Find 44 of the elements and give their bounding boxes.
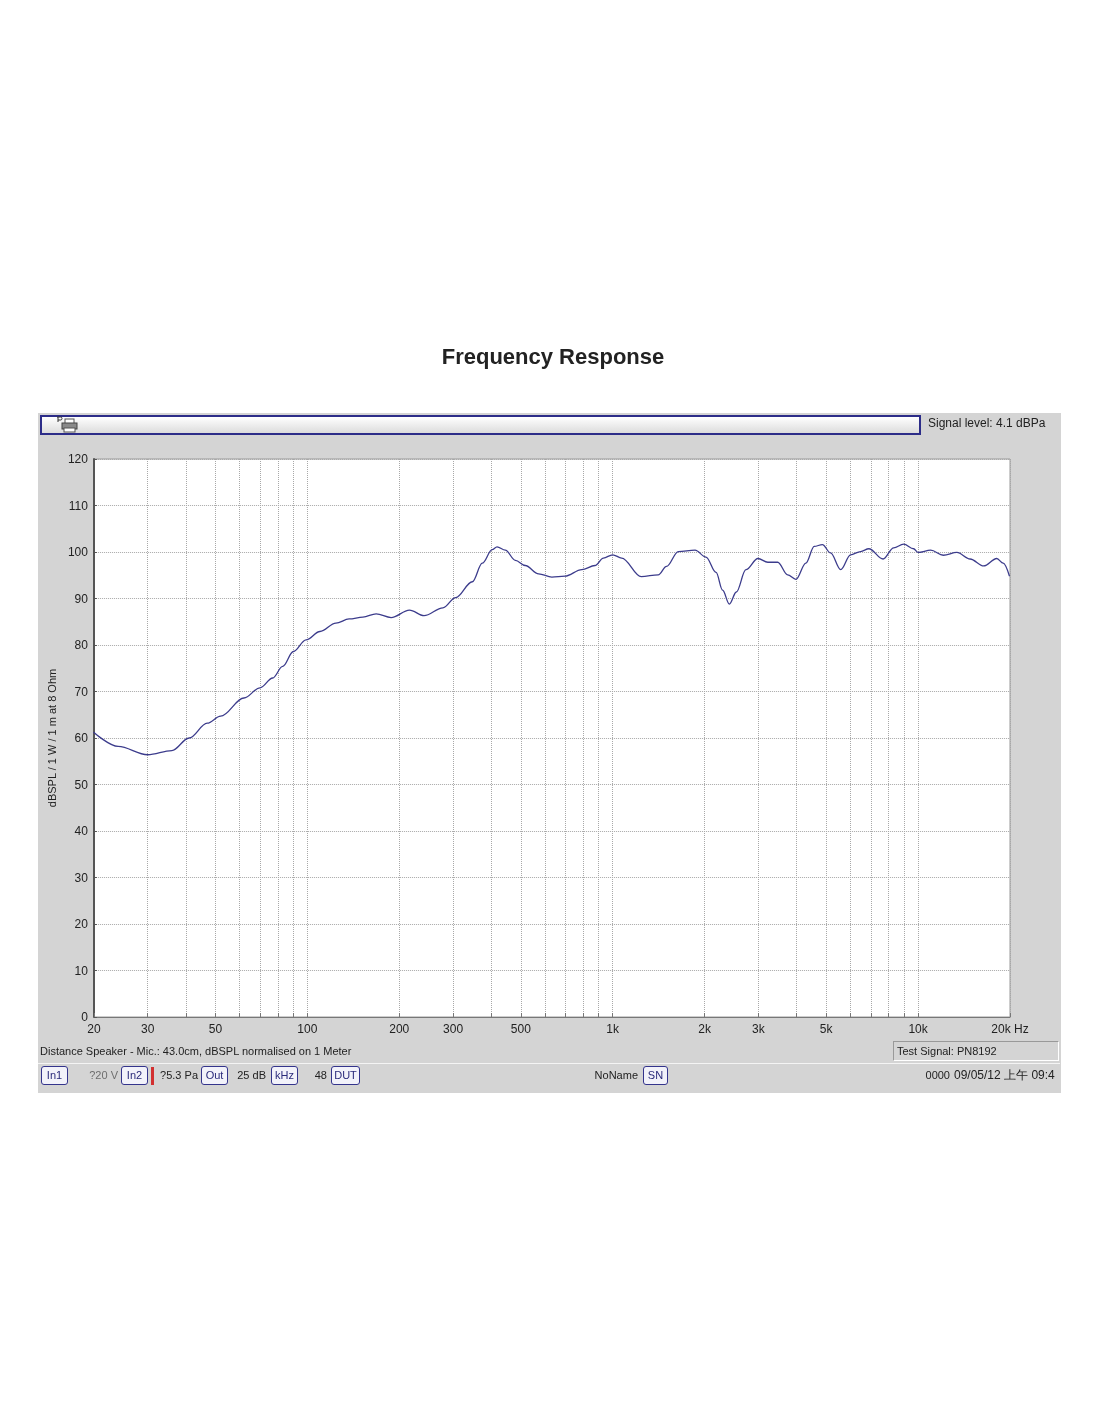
x-tick-label: 30 [141, 1022, 155, 1036]
x-tick-label: 1k [606, 1022, 621, 1036]
y-tick-label: 10 [74, 963, 89, 978]
x-tick-label: 20 [87, 1022, 101, 1036]
button: In1 [41, 1066, 68, 1085]
y-axis-title: dBSPL / 1 W / 1 m at 8 Ohm [45, 668, 58, 808]
button: In2 [121, 1066, 148, 1085]
text: Signal level: 4.1 dBPa [928, 416, 1046, 430]
y-tick-label: 100 [67, 545, 89, 559]
text: NoName [594, 1069, 638, 1081]
button: DUT [331, 1066, 360, 1085]
x-tick-label: 100 [297, 1022, 318, 1036]
x-tick-label: 50 [208, 1022, 223, 1036]
y-tick-label: 70 [74, 684, 89, 699]
y-tick-label: 110 [68, 498, 89, 513]
text: ?5.3 Pa [160, 1069, 198, 1081]
text: 09/05/12 上午 09:4 [954, 1068, 1055, 1082]
chart-title: Frequency Response [441, 344, 665, 369]
x-tick-label: 5k [819, 1022, 834, 1036]
y-tick-label: 40 [74, 824, 89, 838]
x-tick-label: 2k [698, 1022, 712, 1036]
y-tick-label: 0 [81, 1010, 89, 1024]
y-tick-label: 50 [74, 777, 89, 792]
text: 48 [314, 1069, 327, 1081]
button: SN [643, 1066, 668, 1085]
y-tick-label: 80 [74, 638, 89, 652]
text: Test Signal: PN8192 [897, 1045, 997, 1057]
text: ?20 V [89, 1069, 118, 1081]
y-tick-label: 20 [74, 917, 89, 931]
x-tick-label: 200 [389, 1022, 410, 1036]
y-tick-label: 90 [74, 591, 89, 606]
button: kHz [271, 1066, 298, 1085]
text: 0000 [925, 1069, 950, 1081]
y-tick-label: 30 [74, 870, 89, 885]
text: Distance Speaker - Mic.: 43.0cm, dBSPL normalised on 1 Meter [40, 1045, 352, 1057]
x-tick-label: 3k [752, 1022, 766, 1036]
y-tick-label: 60 [74, 731, 89, 745]
text: 25 dB [237, 1069, 266, 1081]
x-tick-label: 500 [510, 1022, 532, 1036]
x-tick-label: 10k [908, 1022, 929, 1036]
y-tick-label: 120 [67, 452, 89, 466]
button: Out [201, 1066, 228, 1085]
x-tick-label: 20k Hz [991, 1022, 1029, 1036]
x-tick-label: 300 [443, 1022, 464, 1036]
